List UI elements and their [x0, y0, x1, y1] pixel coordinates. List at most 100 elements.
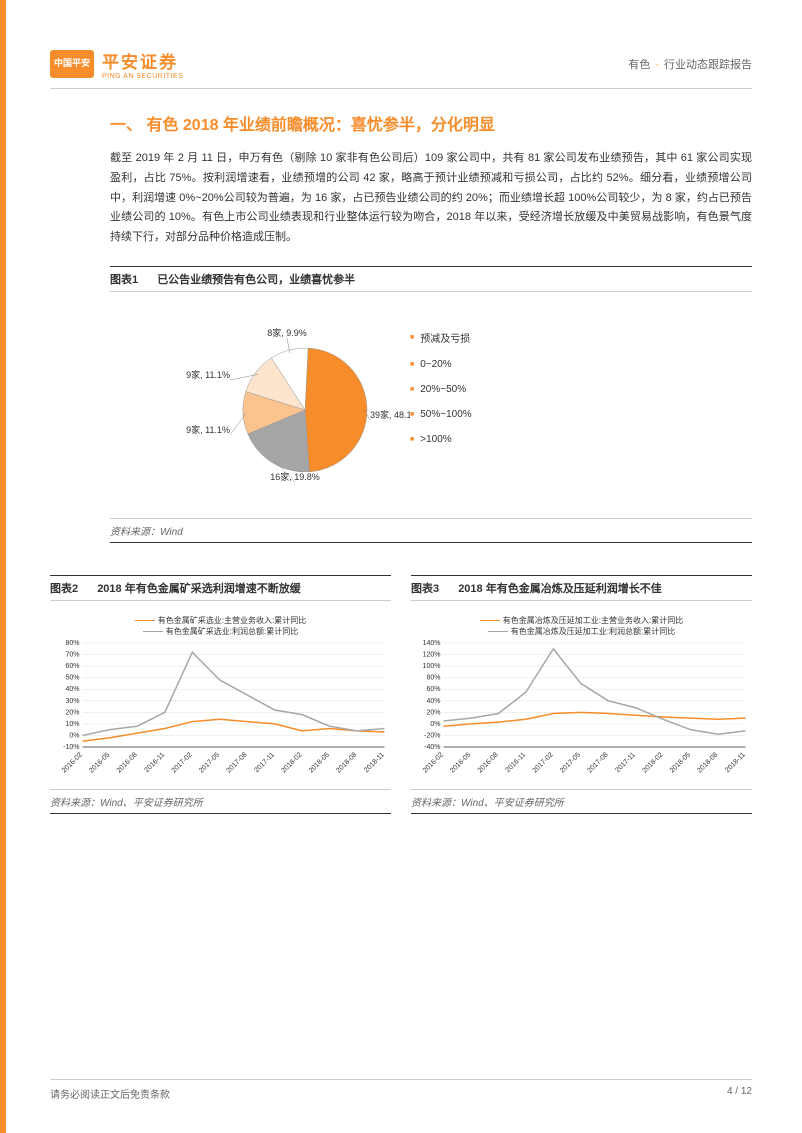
company-name-cn: 平安证券 — [102, 48, 183, 73]
chart2-col: 图表2 2018 年有色金属矿采选利润增速不断放缓 有色金属矿采选业:主营业务收… — [50, 575, 391, 814]
svg-text:60%: 60% — [65, 663, 79, 670]
svg-text:-20%: -20% — [424, 732, 440, 739]
chart2-area: 有色金属矿采选业:主营业务收入:累计同比有色金属矿采选业:利润总额:累计同比 -… — [50, 600, 391, 790]
chart2-legend: 有色金属矿采选业:主营业务收入:累计同比有色金属矿采选业:利润总额:累计同比 — [50, 609, 391, 639]
legend-label: 20%~50% — [420, 384, 466, 395]
company-name-en: PING AN SECURITIES — [102, 73, 183, 80]
svg-text:2017-02: 2017-02 — [171, 751, 194, 774]
svg-text:2017-08: 2017-08 — [587, 751, 610, 774]
legend-item: ■>100% — [410, 434, 742, 445]
page-header: 中国平安 平安证券 PING AN SECURITIES 有色 · 行业动态跟踪… — [50, 48, 752, 80]
chart3-title-row: 图表3 2018 年有色金属冶炼及压延利润增长不佳 — [411, 575, 752, 600]
svg-text:-40%: -40% — [424, 744, 440, 751]
svg-text:2016-11: 2016-11 — [505, 751, 528, 774]
svg-text:2018-11: 2018-11 — [724, 751, 747, 774]
legend-label: 50%~100% — [420, 409, 471, 420]
svg-text:60%: 60% — [426, 686, 440, 693]
header-right: 有色 · 行业动态跟踪报告 — [628, 56, 752, 72]
chart1-source: 资料来源：Wind — [110, 519, 752, 543]
pingan-logo-badge: 中国平安 — [50, 50, 94, 78]
svg-text:-10%: -10% — [63, 744, 79, 751]
svg-text:80%: 80% — [65, 640, 79, 647]
chart2-title-row: 图表2 2018 年有色金属矿采选利润增速不断放缓 — [50, 575, 391, 600]
chart2-title: 2018 年有色金属矿采选利润增速不断放缓 — [97, 583, 301, 595]
legend-label: 预减及亏损 — [420, 330, 470, 345]
logo-text: 中国平安 — [54, 59, 90, 69]
chart3-area: 有色金属冶炼及压延加工业:主营业务收入:累计同比有色金属冶炼及压延加工业:利润总… — [411, 600, 752, 790]
svg-text:2016-05: 2016-05 — [449, 751, 472, 774]
svg-text:2017-02: 2017-02 — [532, 751, 555, 774]
line-legend-item: 有色金属矿采选业:利润总额:累计同比 — [143, 626, 298, 637]
svg-text:8家, 9.9%: 8家, 9.9% — [267, 327, 307, 338]
chart3-title: 2018 年有色金属冶炼及压延利润增长不佳 — [458, 583, 662, 595]
chart1-area: 39家, 48.1% 16家, 19.8% 9家, 11.1% 9家, 11.1% 8家… — [110, 291, 752, 519]
svg-text:16家, 19.8%: 16家, 19.8% — [270, 471, 320, 482]
page-number: 4 / 12 — [727, 1086, 752, 1101]
chart3-svg: -40% -20% 0% 20% 40% 60% 80% 100% 120% 140% 2016-0… — [411, 639, 752, 789]
svg-text:40%: 40% — [65, 686, 79, 693]
svg-text:140%: 140% — [423, 640, 441, 647]
chart1-number: 图表1 — [110, 274, 138, 286]
svg-text:2017-05: 2017-05 — [198, 751, 221, 774]
svg-text:2017-08: 2017-08 — [226, 751, 249, 774]
chart1-title-row: 图表1 已公告业绩预告有色公司，业绩喜忧参半 — [110, 266, 752, 291]
svg-text:2017-11: 2017-11 — [253, 751, 276, 774]
two-col-charts: 图表2 2018 年有色金属矿采选利润增速不断放缓 有色金属矿采选业:主营业务收… — [50, 575, 752, 814]
logo-area: 中国平安 平安证券 PING AN SECURITIES — [50, 48, 183, 80]
svg-text:40%: 40% — [426, 698, 440, 705]
svg-text:2018-08: 2018-08 — [696, 751, 719, 774]
legend-item: ■0~20% — [410, 359, 742, 370]
pie-chart: 39家, 48.1% 16家, 19.8% 9家, 11.1% 9家, 11.1% 8家… — [150, 310, 410, 500]
svg-text:2018-05: 2018-05 — [308, 751, 331, 774]
svg-text:2017-11: 2017-11 — [614, 751, 637, 774]
svg-text:2017-05: 2017-05 — [559, 751, 582, 774]
legend-label: >100% — [420, 434, 451, 445]
left-accent-bar — [0, 0, 6, 1133]
chart3-number: 图表3 — [411, 583, 439, 595]
company-name: 平安证券 PING AN SECURITIES — [102, 48, 183, 80]
pie-legend: ■预减及亏损 ■0~20% ■20%~50% ■50%~100% ■>100% — [410, 310, 742, 500]
svg-text:2016-11: 2016-11 — [144, 751, 167, 774]
svg-text:9家, 11.1%: 9家, 11.1% — [186, 369, 230, 380]
svg-text:70%: 70% — [65, 652, 79, 659]
chart1-block: 图表1 已公告业绩预告有色公司，业绩喜忧参半 39家, 48.1% 16家, 19… — [50, 266, 752, 543]
body-paragraph: 截至 2019 年 2 月 11 日，申万有色（剔除 10 家非有色公司后）10… — [50, 149, 752, 248]
chart3-legend: 有色金属冶炼及压延加工业:主营业务收入:累计同比有色金属冶炼及压延加工业:利润总… — [411, 609, 752, 639]
category: 有色 — [628, 59, 650, 71]
svg-text:30%: 30% — [65, 698, 79, 705]
svg-text:2018-11: 2018-11 — [363, 751, 386, 774]
chart2-svg: -10% 0% 10% 20% 30% 40% 50% 60% 70% 80% 2016-02 201… — [50, 639, 391, 789]
svg-text:50%: 50% — [65, 675, 79, 682]
footer-disclaimer: 请务必阅读正文后免责条款 — [50, 1086, 170, 1101]
line-legend-item: 有色金属矿采选业:主营业务收入:累计同比 — [135, 615, 306, 626]
chart3-col: 图表3 2018 年有色金属冶炼及压延利润增长不佳 有色金属冶炼及压延加工业:主… — [411, 575, 752, 814]
svg-text:2018-02: 2018-02 — [641, 751, 664, 774]
legend-item: ■50%~100% — [410, 409, 742, 420]
header-divider — [50, 88, 752, 89]
svg-text:2018-02: 2018-02 — [280, 751, 303, 774]
svg-text:2016-08: 2016-08 — [116, 751, 139, 774]
svg-text:20%: 20% — [426, 709, 440, 716]
svg-text:100%: 100% — [423, 663, 441, 670]
svg-text:0%: 0% — [430, 721, 440, 728]
svg-text:20%: 20% — [65, 709, 79, 716]
dot-separator: · — [655, 59, 659, 71]
svg-text:80%: 80% — [426, 675, 440, 682]
svg-text:0%: 0% — [69, 732, 79, 739]
line-legend-item: 有色金属冶炼及压延加工业:利润总额:累计同比 — [488, 626, 675, 637]
svg-text:10%: 10% — [65, 721, 79, 728]
chart1-title: 已公告业绩预告有色公司，业绩喜忧参半 — [157, 274, 355, 286]
svg-text:2016-02: 2016-02 — [61, 751, 84, 774]
svg-text:2018-08: 2018-08 — [335, 751, 358, 774]
svg-text:9家, 11.1%: 9家, 11.1% — [186, 424, 230, 435]
svg-text:120%: 120% — [423, 652, 441, 659]
svg-text:39家, 48.1%: 39家, 48.1% — [370, 409, 410, 420]
legend-item: ■20%~50% — [410, 384, 742, 395]
report-type: 行业动态跟踪报告 — [664, 59, 752, 71]
page-footer: 请务必阅读正文后免责条款 4 / 12 — [50, 1079, 752, 1101]
line-legend-item: 有色金属冶炼及压延加工业:主营业务收入:累计同比 — [480, 615, 683, 626]
section-title: 一、 有色 2018 年业绩前瞻概况：喜忧参半，分化明显 — [50, 111, 752, 135]
svg-text:2016-02: 2016-02 — [422, 751, 445, 774]
legend-item: ■预减及亏损 — [410, 330, 742, 345]
svg-text:2016-08: 2016-08 — [477, 751, 500, 774]
